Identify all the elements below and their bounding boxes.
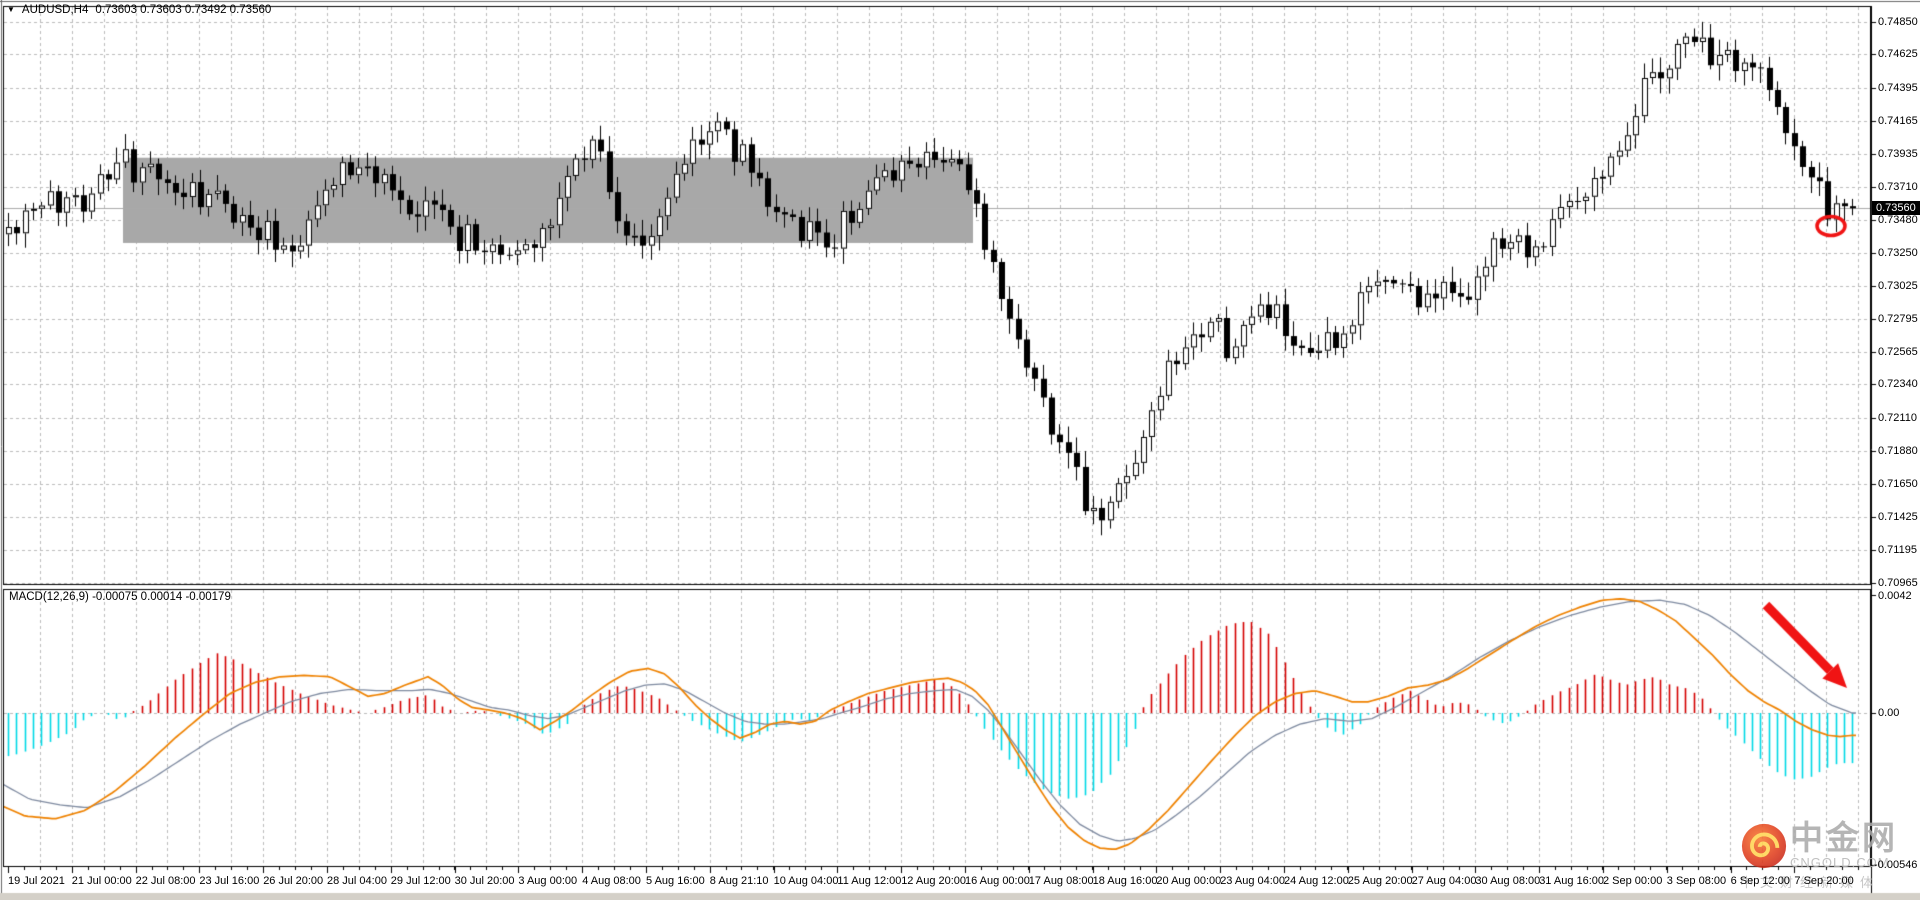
cngold-logo-icon (1741, 823, 1787, 869)
time-axis-label: 16 Aug 00:00 (965, 875, 1030, 887)
time-axis-label: 18 Aug 16:00 (1092, 875, 1158, 887)
chart-title: ▼ AUDUSD,H4 0.73603 0.73603 0.73492 0.73… (7, 4, 271, 16)
symbol-dropdown-icon[interactable]: ▼ (7, 5, 15, 14)
time-axis-label: 21 Jul 00:00 (71, 875, 132, 887)
macd-indicator-label: MACD(12,26,9) -0.00075 0.00014 -0.00179 (9, 591, 231, 603)
watermark-domain: CNGOLD.COM (1790, 855, 1890, 870)
time-axis-label: 20 Aug 00:00 (1156, 875, 1222, 887)
time-axis-label: 25 Aug 20:00 (1347, 875, 1413, 887)
time-axis-label: 4 Aug 08:00 (582, 875, 641, 887)
price-axis-label: 0.74395 (1878, 81, 1918, 94)
price-axis-label: 0.71425 (1878, 510, 1918, 523)
time-axis-label: 29 Jul 12:00 (390, 875, 451, 887)
price-axis-label: 0.74165 (1878, 114, 1918, 127)
time-axis-label: 7 Sep 20:00 (1794, 875, 1854, 887)
price-axis-label: 0.72795 (1878, 312, 1918, 325)
price-axis-label: 0.73025 (1878, 279, 1918, 292)
price-axis-label: 0.74850 (1878, 16, 1918, 28)
watermark: 中金网 CNGOLD.COM 中文财经新媒体 (1740, 819, 1920, 891)
price-axis-label: 0.73250 (1878, 247, 1918, 260)
current-price-badge: 0.73560 (1872, 201, 1920, 215)
price-axis-label: 0.73480 (1878, 213, 1918, 226)
time-axis-label: 3 Aug 00:00 (518, 875, 578, 887)
watermark-name: 中金网 (1790, 819, 1898, 856)
price-axis-label: 0.74625 (1878, 48, 1918, 61)
price-axis-label: 0.72340 (1878, 378, 1918, 391)
watermark-tagline: 中文财经新媒体 (1740, 875, 1881, 890)
time-axis-label: 19 Jul 2021 (8, 875, 65, 887)
time-axis-label: 11 Aug 12:00 (837, 875, 902, 887)
time-axis-label: 6 Sep 12:00 (1730, 875, 1790, 887)
time-axis-label: 22 Jul 08:00 (135, 875, 196, 887)
macd-axis-zero-label: 0.00 (1878, 707, 1900, 719)
price-axis-label: 0.72110 (1878, 411, 1917, 424)
time-axis-label: 27 Aug 04:00 (1411, 875, 1477, 887)
price-axis-label: 0.71650 (1878, 478, 1918, 491)
time-axis-label: 12 Aug 20:00 (901, 875, 967, 887)
time-axis-label: 30 Aug 08:00 (1475, 875, 1541, 887)
macd-axis-top-label: 0.0042 (1878, 590, 1912, 602)
time-axis-label: 2 Sep 00:00 (1603, 875, 1663, 887)
time-axis-label: 23 Jul 16:00 (199, 875, 260, 887)
price-axis-label: 0.73935 (1878, 148, 1918, 161)
time-axis-label: 17 Aug 08:00 (1028, 875, 1094, 887)
price-axis-label: 0.72565 (1878, 345, 1918, 358)
chart-title-symbol: AUDUSD,H4 (21, 4, 89, 16)
time-axis-label: 31 Aug 16:00 (1539, 875, 1605, 887)
time-axis-label: 3 Sep 08:00 (1666, 875, 1727, 887)
time-axis-label: 28 Jul 04:00 (327, 875, 387, 887)
price-axis-label: 0.71880 (1878, 444, 1918, 457)
time-axis-label: 10 Aug 04:00 (773, 875, 839, 887)
chart-title-ohlc: 0.73603 0.73603 0.73492 0.73560 (95, 4, 272, 16)
price-axis-label: 0.70965 (1878, 577, 1918, 589)
time-axis-label: 26 Jul 20:00 (263, 875, 324, 887)
time-axis-label: 23 Aug 04:00 (1220, 875, 1286, 887)
time-axis-label: 5 Aug 16:00 (646, 875, 705, 887)
macd-axis-bottom-label: -0.00546 (1874, 859, 1918, 871)
time-axis-label: 8 Aug 21:10 (709, 875, 769, 887)
time-axis-label: 30 Jul 20:00 (454, 875, 515, 887)
price-axis-label: 0.73710 (1878, 180, 1918, 193)
time-axis-label: 24 Aug 12:00 (1284, 875, 1349, 887)
price-axis-label: 0.71195 (1878, 543, 1917, 556)
